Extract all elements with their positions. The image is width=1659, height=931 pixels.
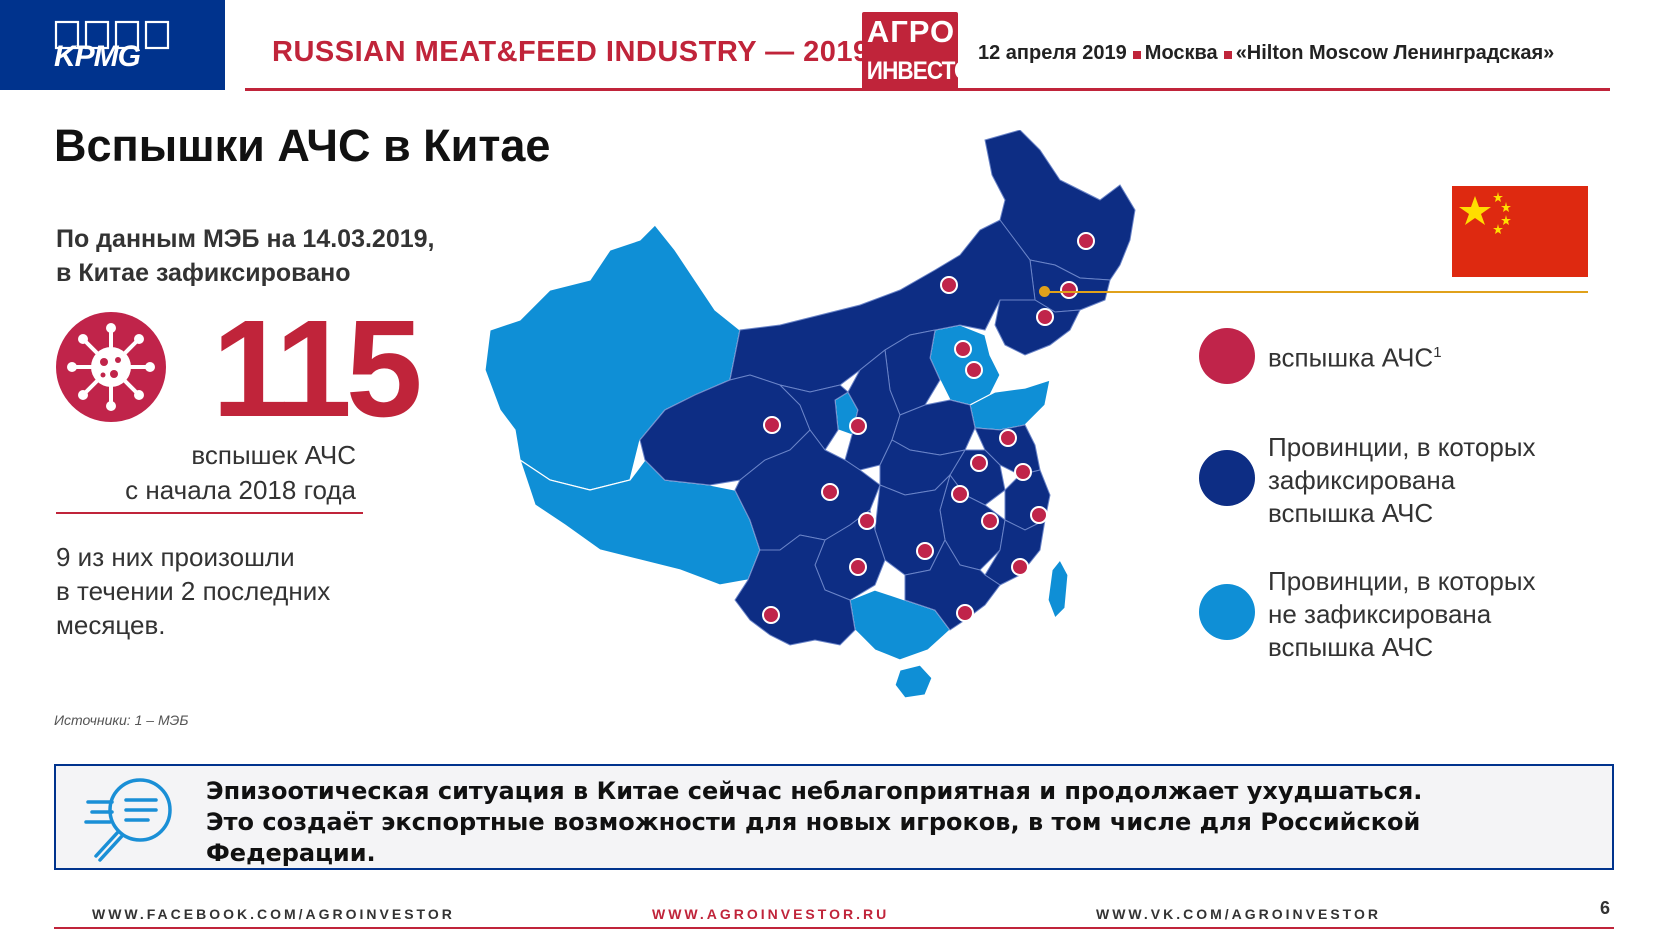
agroinvestor-logo-line1: АГРО: [866, 14, 956, 49]
outbreak-marker: [970, 454, 988, 472]
conclusion-line3: Федерации.: [206, 839, 376, 867]
outbreak-marker: [849, 558, 867, 576]
legend-outbreak-footnote: 1: [1433, 344, 1442, 361]
legend-affected-line1: Провинции, в которых: [1268, 432, 1536, 462]
legend-unaffected-line1: Провинции, в которых: [1268, 566, 1536, 596]
legend-unaffected-label: Провинции, в которых не зафиксирована вс…: [1268, 565, 1588, 664]
event-city: Москва: [1144, 42, 1218, 64]
unaffected-provinces: [484, 224, 1069, 699]
legend-outbreak-swatch: [1199, 328, 1255, 384]
affected-provinces: [639, 130, 1136, 646]
header-divider: [245, 88, 1610, 91]
source-note: Источники: 1 – МЭБ: [54, 712, 189, 728]
intro-text: По данным МЭБ на 14.03.2019, в Китае заф…: [56, 222, 536, 290]
legend-affected-label: Провинции, в которых зафиксирована вспыш…: [1268, 431, 1588, 530]
outbreak-marker: [916, 542, 934, 560]
china-flag-icon: [1452, 186, 1588, 277]
outbreak-marker: [1011, 558, 1029, 576]
outbreak-marker: [1077, 232, 1095, 250]
province-guangdong: [904, 538, 1001, 631]
left-divider: [56, 512, 363, 514]
separator-square: [1132, 51, 1141, 59]
outbreak-count-caption: вспышек АЧС с начала 2018 года: [80, 438, 356, 508]
footer-facebook-link[interactable]: WWW.FACEBOOK.COM/AGROINVESTOR: [92, 906, 455, 922]
event-title: RUSSIAN MEAT&FEED INDUSTRY — 2019: [272, 36, 870, 68]
province-guangxi: [849, 589, 951, 661]
flag-pointer-line: [1045, 291, 1588, 293]
conclusion-text: Эпизоотическая ситуация в Китае сейчас н…: [206, 776, 1606, 869]
footer-vk-link[interactable]: WWW.VK.COM/AGROINVESTOR: [1096, 906, 1381, 922]
outbreak-marker: [940, 276, 958, 294]
event-meta: 12 апреля 2019 Москва «Hilton Moscow Ленин…: [978, 42, 1554, 65]
conclusion-line2: Это создаёт экспортные возможности для н…: [206, 808, 1421, 836]
flag-pointer-dot: [1039, 286, 1050, 297]
outbreak-marker: [849, 417, 867, 435]
outbreak-marker: [951, 485, 969, 503]
outbreak-markers: [762, 232, 1095, 624]
caption-line1: вспышек АЧС: [191, 440, 356, 470]
legend-affected-line3: вспышка АЧС: [1268, 498, 1434, 528]
outbreak-marker: [999, 429, 1017, 447]
legend-affected-line2: зафиксирована: [1268, 465, 1456, 495]
virus-icon: [56, 312, 166, 422]
conclusion-callout: [54, 764, 1614, 870]
outbreak-marker: [965, 361, 983, 379]
province-gansu: [778, 384, 849, 451]
kpmg-logo-text: KPMG: [54, 40, 141, 73]
outbreak-marker: [954, 340, 972, 358]
outbreak-marker: [821, 483, 839, 501]
outbreak-marker: [1014, 463, 1032, 481]
agroinvestor-logo: [862, 12, 958, 90]
magnifier-document-icon: [84, 778, 172, 862]
outbreak-marker: [858, 512, 876, 530]
legend-unaffected-line3: вспышка АЧС: [1268, 632, 1434, 662]
footer-site-link[interactable]: WWW.AGROINVESTOR.RU: [652, 906, 890, 922]
legend-affected-swatch: [1199, 450, 1255, 506]
recent-line1: 9 из них произошли: [56, 542, 295, 572]
page-title: Вспышки АЧС в Китае: [54, 120, 551, 171]
footer-divider: [54, 927, 1614, 929]
china-map: [484, 130, 1136, 699]
legend-unaffected-swatch: [1199, 584, 1255, 640]
outbreak-marker: [763, 416, 781, 434]
province-hebei: [929, 324, 1001, 406]
province-liaoning: [994, 299, 1081, 356]
outbreak-marker: [1030, 506, 1048, 524]
legend-unaffected-line2: не зафиксирована: [1268, 599, 1492, 629]
separator-square: [1223, 51, 1232, 59]
legend-outbreak-label: вспышка АЧС1: [1268, 336, 1588, 375]
caption-line2: с начала 2018 года: [125, 475, 356, 505]
kpmg-logo-box: [0, 0, 225, 90]
recent-outbreaks-text: 9 из них произошли в течении 2 последних…: [56, 540, 386, 642]
page-number: 6: [1600, 898, 1611, 918]
intro-line1: По данным МЭБ на 14.03.2019,: [56, 225, 435, 253]
recent-line2: в течении 2 последних: [56, 576, 331, 606]
legend-outbreak-text: вспышка АЧС: [1268, 342, 1434, 373]
province-taiwan: [1047, 558, 1069, 620]
outbreak-count: 115: [212, 292, 423, 446]
outbreak-marker: [981, 512, 999, 530]
event-venue: «Hilton Moscow Ленинградская»: [1235, 42, 1555, 64]
province-hainan: [894, 664, 933, 699]
event-date: 12 апреля 2019: [978, 42, 1127, 64]
outbreak-marker: [956, 604, 974, 622]
agroinvestor-logo-line2: ИНВЕСТОР: [866, 57, 986, 85]
outbreak-marker: [762, 606, 780, 624]
recent-line3: месяцев.: [56, 610, 166, 640]
conclusion-line1: Эпизоотическая ситуация в Китае сейчас н…: [206, 777, 1423, 805]
kpmg-logo-icon: [54, 20, 170, 50]
intro-line2: в Китае зафиксировано: [56, 259, 351, 287]
outbreak-marker: [1036, 308, 1054, 326]
outbreak-marker: [1060, 281, 1078, 299]
